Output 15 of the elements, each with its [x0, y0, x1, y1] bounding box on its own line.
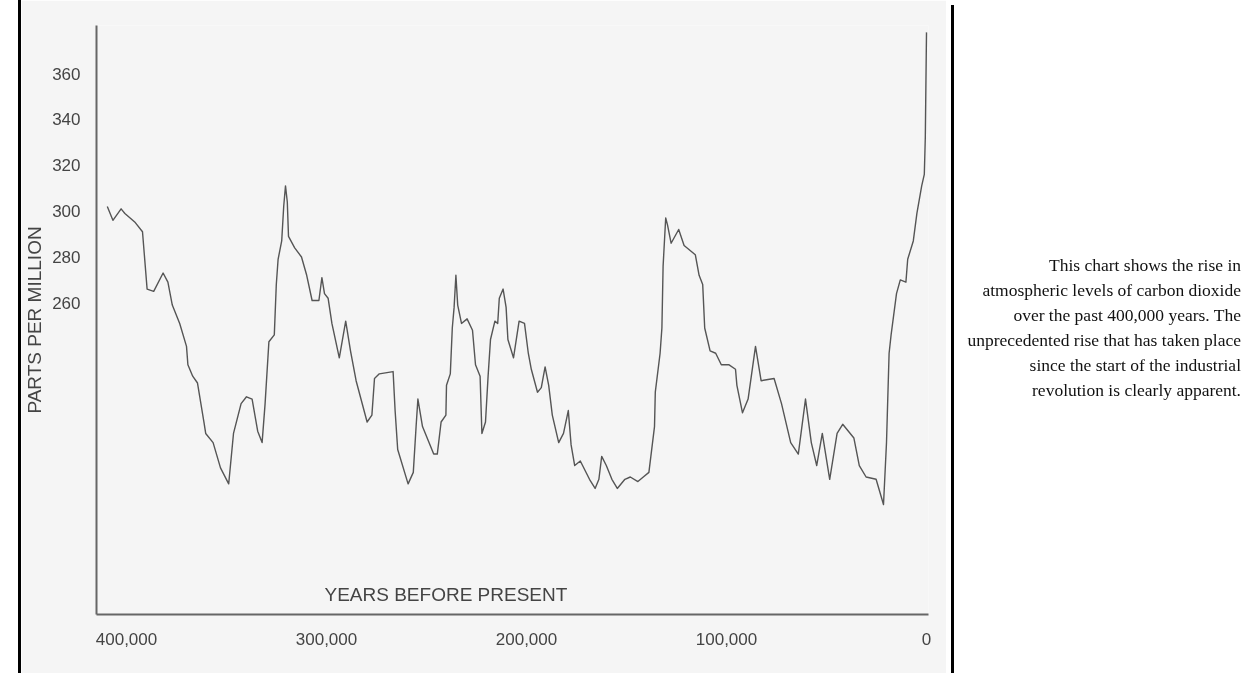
y-tick-label: 300 — [52, 202, 81, 222]
x-tick-label: 100,000 — [695, 629, 758, 649]
x-axis-title: YEARS BEFORE PRESENT — [324, 583, 568, 605]
y-tick-label: 360 — [52, 64, 81, 84]
line-series — [106, 31, 928, 506]
x-tick-label: 0 — [921, 629, 932, 649]
text: This chart shows the rise in atmospheric levels of carbon dioxide over the past 400,000 years. The unprecedented rise that has taken place since the start of the industrial revolution is clearly apparent. — [966, 254, 1241, 402]
y-axis-title: PARTS PER MILLION — [24, 226, 46, 414]
x-tick-label: 200,000 — [495, 629, 558, 649]
y-tick-label: 280 — [52, 247, 81, 267]
x-tick-label: 300,000 — [295, 629, 358, 649]
y-tick-label: 320 — [52, 156, 81, 176]
y-tick-label: 340 — [52, 110, 81, 130]
y-tick-label: 260 — [52, 293, 81, 313]
x-tick-label: 400,000 — [95, 629, 158, 649]
